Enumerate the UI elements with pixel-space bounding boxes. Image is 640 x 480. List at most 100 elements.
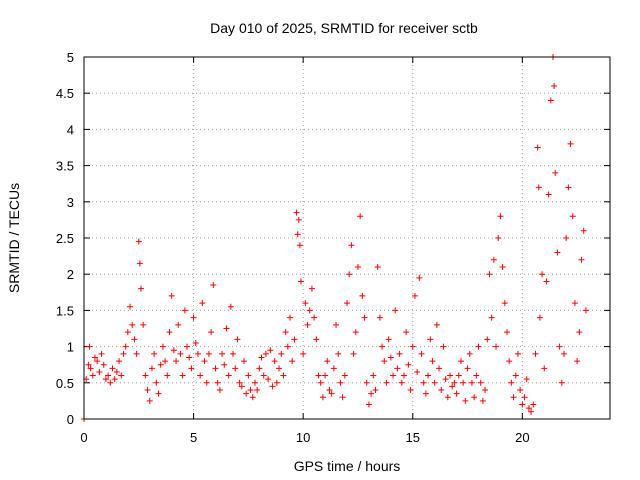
data-point [247,387,254,394]
data-point [127,303,134,310]
data-point [140,321,147,328]
data-point [536,314,543,321]
data-point [403,329,410,336]
data-point [497,213,504,220]
data-point [192,339,199,346]
data-point [249,394,256,401]
data-point [541,365,548,372]
data-point [405,361,412,368]
data-point [136,260,143,267]
data-point [361,314,368,321]
data-point [335,350,342,357]
data-point [411,292,418,299]
data-point [280,372,287,379]
data-point [284,343,291,350]
data-point [208,329,215,336]
data-point [488,314,495,321]
data-point [293,209,300,216]
data-point [414,368,421,375]
data-point [534,144,541,151]
data-point [440,343,447,350]
data-point [319,394,326,401]
data-point [105,372,112,379]
data-point [276,365,283,372]
data-point [313,336,320,343]
data-point [547,97,554,104]
data-point [326,387,333,394]
data-point [223,325,230,332]
data-point [251,379,258,386]
data-point [431,379,438,386]
data-point [232,365,239,372]
data-point [96,368,103,375]
data-point [153,379,160,386]
plot-frame [83,56,611,420]
data-point [98,350,105,357]
data-point [429,358,436,365]
data-point [120,350,127,357]
data-point [225,372,232,379]
y-tick-label: 5 [67,50,74,65]
data-point [177,350,184,357]
y-tick-label: 3.5 [56,159,74,174]
data-point [517,387,524,394]
data-point [201,358,208,365]
data-point [385,336,392,343]
data-point [554,249,561,256]
data-point [420,379,427,386]
data-point [510,394,517,401]
data-point [157,361,164,368]
data-point [392,307,399,314]
data-point [297,278,304,285]
data-point [203,379,210,386]
data-point [493,343,500,350]
data-point [337,379,344,386]
data-point [162,358,169,365]
data-point [148,365,155,372]
y-tick-label: 0.5 [56,376,74,391]
data-point [197,372,204,379]
data-point [387,354,394,361]
data-point [122,343,129,350]
data-point [89,372,96,379]
data-point [475,343,482,350]
data-point [490,256,497,263]
data-point [348,242,355,249]
y-tick-label: 1.5 [56,303,74,318]
data-point [262,350,269,357]
data-point [576,329,583,336]
data-point [453,390,460,397]
data-point [260,372,267,379]
data-point [186,354,193,361]
data-point [451,379,458,386]
data-point [94,358,101,365]
x-axis-label: GPS time / hours [294,458,401,474]
data-point [304,321,311,328]
x-tick-label: 5 [190,430,197,445]
data-point [574,358,581,365]
data-point [468,379,475,386]
data-point [464,365,471,372]
data-point [379,343,386,350]
data-point [111,376,118,383]
data-point [578,256,585,263]
data-point [352,329,359,336]
data-point [317,379,324,386]
data-point [346,271,353,278]
y-tick-label: 2 [67,267,74,282]
data-point [523,376,530,383]
data-point [556,343,563,350]
data-point [514,350,521,357]
data-point [294,231,301,238]
data-point [306,307,313,314]
data-point [333,321,340,328]
data-point [339,394,346,401]
data-point [91,354,98,361]
data-point [560,350,567,357]
data-point [267,347,274,354]
data-point [164,372,171,379]
data-point [300,350,307,357]
data-point [466,350,473,357]
data-point [365,401,372,408]
data-point [273,379,280,386]
